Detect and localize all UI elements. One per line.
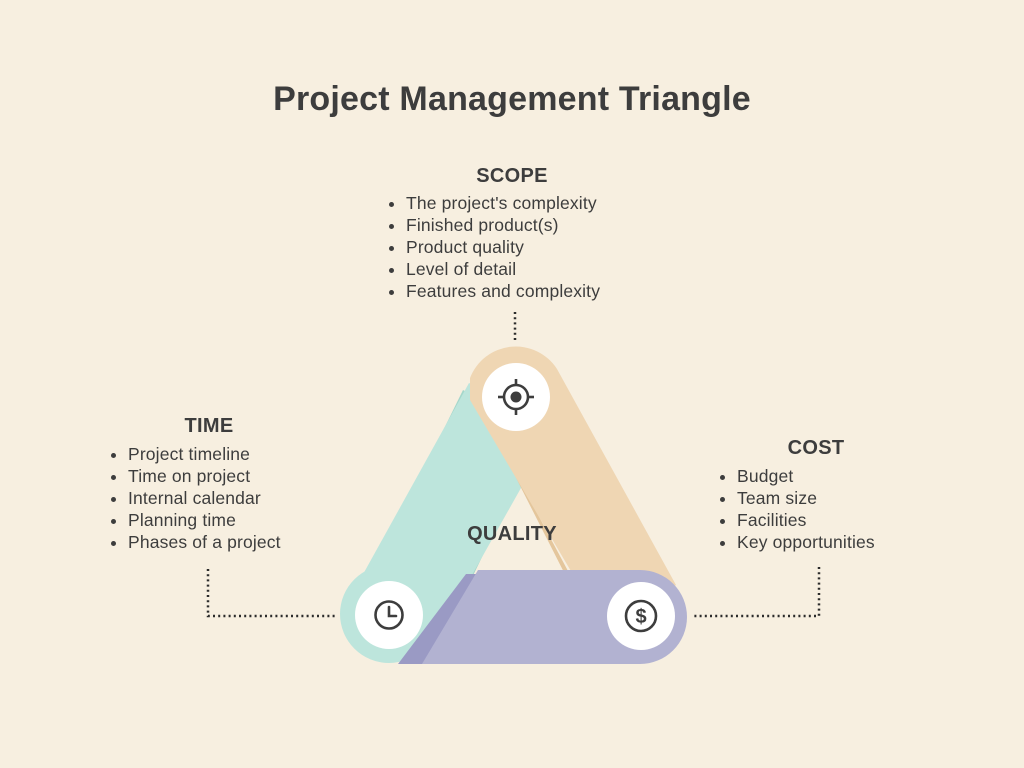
list-item: Phases of a project xyxy=(128,531,281,553)
clock-icon xyxy=(374,600,404,630)
list-item: The project's complexity xyxy=(406,192,600,214)
list-item: Time on project xyxy=(128,465,281,487)
dollar-icon: $ xyxy=(624,599,658,633)
list-item: Key opportunities xyxy=(737,531,875,553)
list-item: Product quality xyxy=(406,236,600,258)
list-item: Planning time xyxy=(128,509,281,531)
list-item: Level of detail xyxy=(406,258,600,280)
time-list: Project timeline Time on project Interna… xyxy=(108,443,281,553)
svg-text:$: $ xyxy=(635,606,646,628)
quality-label: QUALITY xyxy=(467,523,557,545)
list-item: Team size xyxy=(737,487,875,509)
dotted-connectors xyxy=(206,312,821,618)
list-item: Internal calendar xyxy=(128,487,281,509)
list-item: Features and complexity xyxy=(406,280,600,302)
list-item: Budget xyxy=(737,465,875,487)
target-icon xyxy=(498,379,534,415)
list-item: Finished product(s) xyxy=(406,214,600,236)
page-title: Project Management Triangle xyxy=(273,80,751,118)
scope-heading: SCOPE xyxy=(476,165,548,187)
scope-list: The project's complexity Finished produc… xyxy=(386,192,600,302)
cost-icon-circle xyxy=(607,582,675,650)
cost-heading: COST xyxy=(787,437,845,459)
list-item: Facilities xyxy=(737,509,875,531)
connector-cost xyxy=(692,567,821,618)
time-heading: TIME xyxy=(184,415,234,437)
connector-time xyxy=(206,569,336,618)
cost-list: Budget Team size Facilities Key opportun… xyxy=(717,465,875,553)
list-item: Project timeline xyxy=(128,443,281,465)
